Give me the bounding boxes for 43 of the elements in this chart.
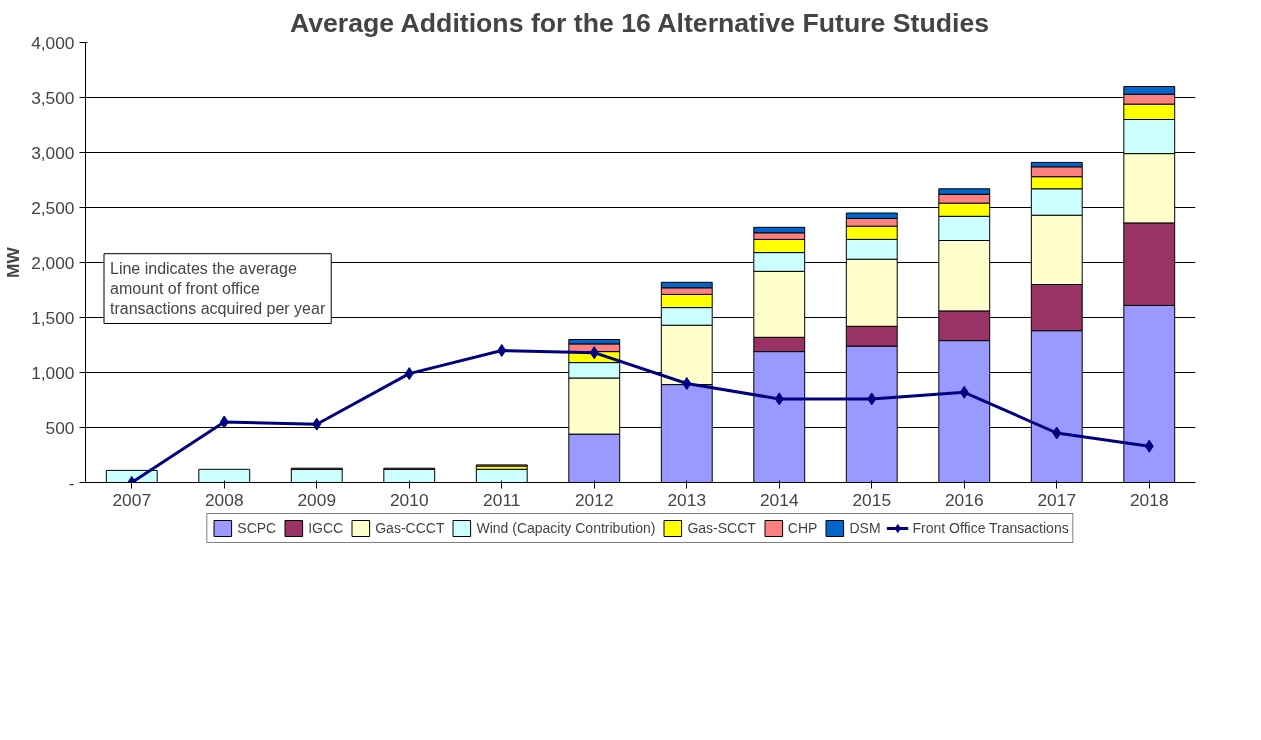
y-tick-label: - xyxy=(68,472,75,493)
x-tick-label: 2010 xyxy=(389,489,429,510)
y-tick-label: 2,500 xyxy=(31,197,75,218)
x-tick-label: 2014 xyxy=(759,489,799,510)
legend-label: IGCC xyxy=(308,520,344,536)
point xyxy=(774,392,784,406)
point xyxy=(867,392,877,406)
point xyxy=(589,346,599,360)
y-tick-label: 500 xyxy=(45,417,75,438)
y-tick-label: 4,000 xyxy=(31,32,75,53)
x-tick-label: 2018 xyxy=(1129,489,1169,510)
legend-label: Gas-SCCT xyxy=(687,520,756,536)
x-tick-label: 2011 xyxy=(483,489,521,510)
x-tick-label: 2012 xyxy=(574,489,614,510)
point xyxy=(959,385,969,399)
legend-label: Wind (Capacity Contribution) xyxy=(476,520,656,536)
y-tick-label: 3,000 xyxy=(31,142,75,163)
y-tick-label: 2,000 xyxy=(31,252,75,273)
y-tick-label: 3,500 xyxy=(31,87,75,108)
point xyxy=(1144,439,1154,453)
legend-label: CHP xyxy=(787,520,818,536)
x-tick-label: 2008 xyxy=(204,489,244,510)
x-tick-label: 2016 xyxy=(944,489,984,510)
x-tick-label: 2007 xyxy=(112,489,152,510)
legend-label: Front Office Transactions xyxy=(912,520,1069,536)
point xyxy=(1052,426,1062,440)
x-tick-label: 2013 xyxy=(667,489,707,510)
point xyxy=(404,367,414,381)
point xyxy=(219,415,229,429)
y-tick-label: 1,500 xyxy=(31,307,75,328)
annotation: Line indicates the average amount of front office transactions acquired per year xyxy=(110,259,326,318)
point xyxy=(682,377,692,390)
legend-label: Gas-CCCT xyxy=(375,520,445,536)
chart-title: Average Additions for the 16 Alternative Future Studies xyxy=(289,7,990,38)
x-tick-label: 2015 xyxy=(852,489,892,510)
x-tick-label: 2017 xyxy=(1037,489,1077,510)
legend-label: DSM xyxy=(849,520,881,536)
point xyxy=(497,344,507,357)
y-tick-label: 1,000 xyxy=(31,362,75,383)
legend-label: SCPC xyxy=(237,520,277,536)
x-tick-label: 2009 xyxy=(297,489,337,510)
y-axis-title: MW xyxy=(3,246,24,278)
point xyxy=(312,417,322,431)
